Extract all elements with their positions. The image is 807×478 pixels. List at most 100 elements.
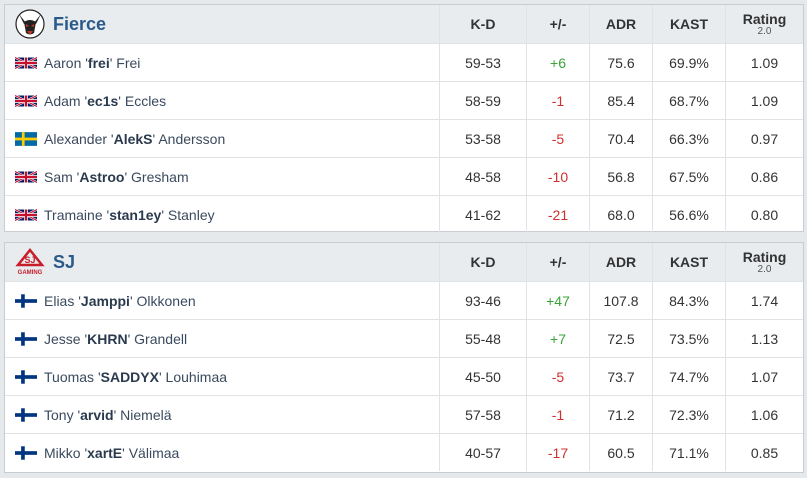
adr-value: 107.8 <box>589 282 652 319</box>
player-cell: Tony 'arvid' Niemelä <box>5 396 439 433</box>
player-cell: Elias 'Jamppi' Olkkonen <box>5 282 439 319</box>
player-first-name: Tuomas ' <box>44 368 101 385</box>
finland-flag-icon <box>15 370 37 384</box>
player-first-name: Alexander ' <box>44 130 114 147</box>
col-kast: KAST <box>652 5 725 43</box>
col-rating: Rating 2.0 <box>725 5 803 43</box>
player-last-name: ' Eccles <box>118 92 167 109</box>
adr-value: 85.4 <box>589 82 652 119</box>
kast-value: 67.5% <box>652 158 725 195</box>
kast-value: 73.5% <box>652 320 725 357</box>
team-table-sj: SJ GAMING SJ K-D +/- ADR KAST Rating 2.0 … <box>4 242 804 473</box>
table-header: SJ GAMING SJ K-D +/- ADR KAST Rating 2.0 <box>5 243 803 281</box>
team-name[interactable]: Fierce <box>53 13 107 34</box>
player-name-link[interactable]: Aaron 'frei' Frei <box>44 55 140 71</box>
player-cell: Jesse 'KHRN' Grandell <box>5 320 439 357</box>
team-cell: Fierce <box>5 5 439 43</box>
player-last-name: ' Gresham <box>124 168 189 185</box>
rating-value: 1.09 <box>725 82 803 119</box>
rating-label: Rating <box>742 11 787 27</box>
player-row: Sam 'Astroo' Gresham 48-58 -10 56.8 67.5… <box>5 157 803 195</box>
player-name-link[interactable]: Jesse 'KHRN' Grandell <box>44 331 187 347</box>
player-row: Jesse 'KHRN' Grandell 55-48 +7 72.5 73.5… <box>5 319 803 357</box>
player-name-link[interactable]: Sam 'Astroo' Gresham <box>44 169 189 185</box>
player-name-link[interactable]: Tony 'arvid' Niemelä <box>44 407 172 423</box>
adr-value: 75.6 <box>589 44 652 81</box>
adr-value: 70.4 <box>589 120 652 157</box>
uk-flag-icon <box>15 56 37 70</box>
rating-value: 0.97 <box>725 120 803 157</box>
player-last-name: ' Välimaa <box>122 444 180 461</box>
svg-text:GAMING: GAMING <box>18 270 43 276</box>
player-last-name: ' Andersson <box>152 130 226 147</box>
player-row: Tramaine 'stan1ey' Stanley 41-62 -21 68.… <box>5 195 803 233</box>
rating-value: 1.74 <box>725 282 803 319</box>
player-row: Alexander 'AlekS' Andersson 53-58 -5 70.… <box>5 119 803 157</box>
kast-value: 69.9% <box>652 44 725 81</box>
player-cell: Adam 'ec1s' Eccles <box>5 82 439 119</box>
player-cell: Tramaine 'stan1ey' Stanley <box>5 196 439 233</box>
player-cell: Aaron 'frei' Frei <box>5 44 439 81</box>
team-cell: SJ GAMING SJ <box>5 243 439 281</box>
kast-value: 72.3% <box>652 396 725 433</box>
player-name-link[interactable]: Tuomas 'SADDYX' Louhimaa <box>44 369 227 385</box>
kd-value: 45-50 <box>439 358 526 395</box>
kast-value: 68.7% <box>652 82 725 119</box>
adr-value: 72.5 <box>589 320 652 357</box>
uk-flag-icon <box>15 208 37 222</box>
adr-value: 71.2 <box>589 396 652 433</box>
team-name[interactable]: SJ <box>53 251 76 272</box>
player-name-link[interactable]: Adam 'ec1s' Eccles <box>44 93 166 109</box>
adr-value: 56.8 <box>589 158 652 195</box>
team-table-fierce: Fierce K-D +/- ADR KAST Rating 2.0 Aaron… <box>4 4 804 233</box>
kd-value: 59-53 <box>439 44 526 81</box>
svg-text:SJ: SJ <box>24 255 35 265</box>
player-nickname: Jamppi <box>80 292 130 309</box>
player-last-name: ' Niemelä <box>113 406 172 423</box>
kd-value: 93-46 <box>439 282 526 319</box>
col-kd: K-D <box>439 5 526 43</box>
player-first-name: Mikko ' <box>44 444 88 461</box>
adr-value: 73.7 <box>589 358 652 395</box>
kast-value: 74.7% <box>652 358 725 395</box>
table-header: Fierce K-D +/- ADR KAST Rating 2.0 <box>5 5 803 43</box>
kast-value: 66.3% <box>652 120 725 157</box>
sj-gaming-logo-icon: SJ GAMING <box>15 247 45 277</box>
uk-flag-icon <box>15 94 37 108</box>
player-nickname: KHRN <box>87 330 128 347</box>
plus-minus-value: -21 <box>526 196 589 233</box>
player-row: Elias 'Jamppi' Olkkonen 93-46 +47 107.8 … <box>5 281 803 319</box>
player-cell: Alexander 'AlekS' Andersson <box>5 120 439 157</box>
player-nickname: frei <box>87 54 110 71</box>
col-adr: ADR <box>589 5 652 43</box>
player-last-name: ' Grandell <box>127 330 188 347</box>
player-row: Tony 'arvid' Niemelä 57-58 -1 71.2 72.3%… <box>5 395 803 433</box>
kd-value: 48-58 <box>439 158 526 195</box>
player-name-link[interactable]: Mikko 'xartE' Välimaa <box>44 445 179 461</box>
finland-flag-icon <box>15 408 37 422</box>
player-row: Aaron 'frei' Frei 59-53 +6 75.6 69.9% 1.… <box>5 43 803 81</box>
player-nickname: Astroo <box>79 168 125 185</box>
player-first-name: Tony ' <box>44 406 81 423</box>
player-name-link[interactable]: Elias 'Jamppi' Olkkonen <box>44 293 196 309</box>
player-cell: Mikko 'xartE' Välimaa <box>5 434 439 471</box>
player-last-name: ' Olkkonen <box>129 292 196 309</box>
player-row: Tuomas 'SADDYX' Louhimaa 45-50 -5 73.7 7… <box>5 357 803 395</box>
plus-minus-value: -17 <box>526 434 589 471</box>
player-name-link[interactable]: Tramaine 'stan1ey' Stanley <box>44 207 215 223</box>
rating-value: 1.06 <box>725 396 803 433</box>
player-nickname: stan1ey <box>109 206 162 223</box>
kd-value: 55-48 <box>439 320 526 357</box>
kast-value: 71.1% <box>652 434 725 471</box>
player-first-name: Tramaine ' <box>44 206 110 223</box>
plus-minus-value: -5 <box>526 120 589 157</box>
player-name-link[interactable]: Alexander 'AlekS' Andersson <box>44 131 225 147</box>
col-kast: KAST <box>652 243 725 281</box>
sweden-flag-icon <box>15 132 37 146</box>
col-plus-minus: +/- <box>526 5 589 43</box>
kd-value: 57-58 <box>439 396 526 433</box>
player-row: Adam 'ec1s' Eccles 58-59 -1 85.4 68.7% 1… <box>5 81 803 119</box>
rating-value: 1.07 <box>725 358 803 395</box>
finland-flag-icon <box>15 446 37 460</box>
col-plus-minus: +/- <box>526 243 589 281</box>
